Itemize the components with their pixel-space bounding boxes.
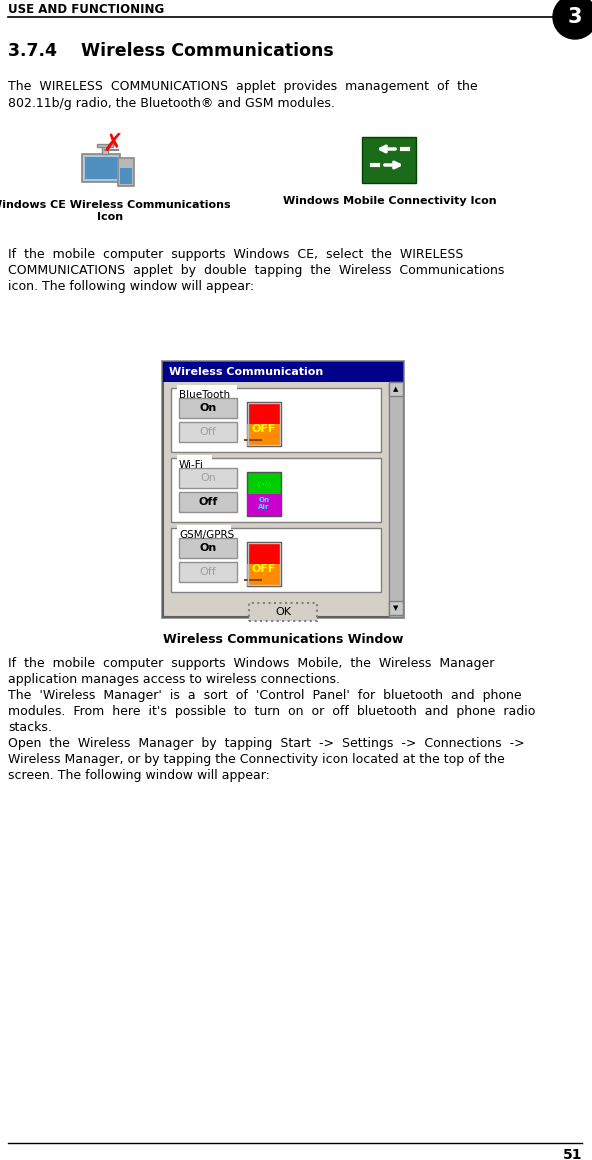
Bar [177, 455, 212, 466]
Bar [118, 158, 134, 186]
Text: Wireless Manager, or by tapping the Connectivity icon located at the top of the: Wireless Manager, or by tapping the Conn… [8, 753, 505, 766]
Bar [161, 360, 405, 619]
Text: Windows CE Wireless Communications
Icon: Windows CE Wireless Communications Icon [0, 200, 230, 222]
Bar [389, 601, 403, 615]
Text: 3: 3 [568, 7, 583, 27]
Text: 3.7.4    Wireless Communications: 3.7.4 Wireless Communications [8, 42, 334, 60]
Bar [179, 538, 237, 558]
Text: Open  the  Wireless  Manager  by  tapping  Start  ->  Settings  ->  Connections : Open the Wireless Manager by tapping Sta… [8, 737, 525, 751]
Bar [171, 528, 381, 592]
Bar [247, 425, 281, 445]
Text: If  the  mobile  computer  supports  Windows  Mobile,  the  Wireless  Manager: If the mobile computer supports Windows … [8, 657, 494, 670]
Bar [171, 387, 381, 452]
Text: GSM/GPRS: GSM/GPRS [179, 530, 234, 541]
Text: On: On [200, 473, 216, 483]
Bar [82, 154, 120, 182]
Text: OFF: OFF [252, 564, 276, 574]
Bar [179, 492, 237, 512]
Text: Wireless Communications Window: Wireless Communications Window [163, 633, 403, 646]
Text: BlueTooth: BlueTooth [179, 390, 230, 400]
Text: stacks.: stacks. [8, 722, 52, 734]
Text: Off: Off [200, 567, 216, 577]
Bar [247, 403, 281, 445]
Bar [247, 564, 281, 586]
Bar [179, 398, 237, 418]
Bar [249, 603, 317, 621]
Circle shape [553, 0, 592, 39]
Text: Wireless Communication: Wireless Communication [169, 367, 323, 377]
Text: The  'Wireless  Manager'  is  a  sort  of  'Control  Panel'  for  bluetooth  and: The 'Wireless Manager' is a sort of 'Con… [8, 689, 522, 702]
Text: 51: 51 [562, 1148, 582, 1160]
Bar [177, 385, 237, 396]
Text: icon. The following window will appear:: icon. The following window will appear: [8, 280, 254, 293]
Text: Windows Mobile Connectivity Icon: Windows Mobile Connectivity Icon [283, 196, 497, 206]
Text: On
Air: On Air [258, 498, 270, 510]
Text: Off: Off [198, 496, 218, 507]
Bar [247, 472, 281, 516]
Bar [247, 494, 281, 516]
Text: screen. The following window will appear:: screen. The following window will appear… [8, 769, 270, 782]
Text: ▼: ▼ [393, 606, 398, 611]
Bar [389, 382, 403, 617]
Bar [247, 542, 281, 586]
Bar [102, 146, 108, 154]
Text: ((•)): ((•)) [256, 481, 272, 488]
Bar [85, 157, 117, 179]
Text: modules.  From  here  it's  possible  to  turn  on  or  off  bluetooth  and  pho: modules. From here it's possible to turn… [8, 705, 535, 718]
Bar [362, 137, 416, 183]
Text: USE AND FUNCTIONING: USE AND FUNCTIONING [8, 3, 164, 16]
Text: ▲: ▲ [393, 386, 398, 392]
Bar [171, 458, 381, 522]
Bar [179, 561, 237, 582]
Text: Off: Off [200, 427, 216, 437]
Text: Wi-Fi: Wi-Fi [179, 461, 204, 470]
Text: COMMUNICATIONS  applet  by  double  tapping  the  Wireless  Communications: COMMUNICATIONS applet by double tapping … [8, 264, 504, 277]
Bar [179, 422, 237, 442]
Text: application manages access to wireless connections.: application manages access to wireless c… [8, 673, 340, 686]
Bar [248, 403, 280, 445]
Text: On: On [200, 543, 217, 553]
Bar [163, 362, 403, 382]
Bar [248, 543, 280, 585]
Text: The  WIRELESS  COMMUNICATIONS  applet  provides  management  of  the: The WIRELESS COMMUNICATIONS applet provi… [8, 80, 478, 93]
Text: ✗: ✗ [102, 132, 124, 155]
Text: On: On [200, 403, 217, 413]
Bar [120, 168, 132, 184]
Bar [97, 144, 113, 147]
Text: OFF: OFF [252, 425, 276, 434]
Text: OK: OK [275, 607, 291, 617]
Bar [177, 525, 231, 536]
Bar [163, 362, 403, 617]
Bar [389, 382, 403, 396]
Text: 802.11b/g radio, the Bluetooth® and GSM modules.: 802.11b/g radio, the Bluetooth® and GSM … [8, 97, 335, 110]
Bar [179, 467, 237, 488]
Text: If  the  mobile  computer  supports  Windows  CE,  select  the  WIRELESS: If the mobile computer supports Windows … [8, 248, 464, 261]
